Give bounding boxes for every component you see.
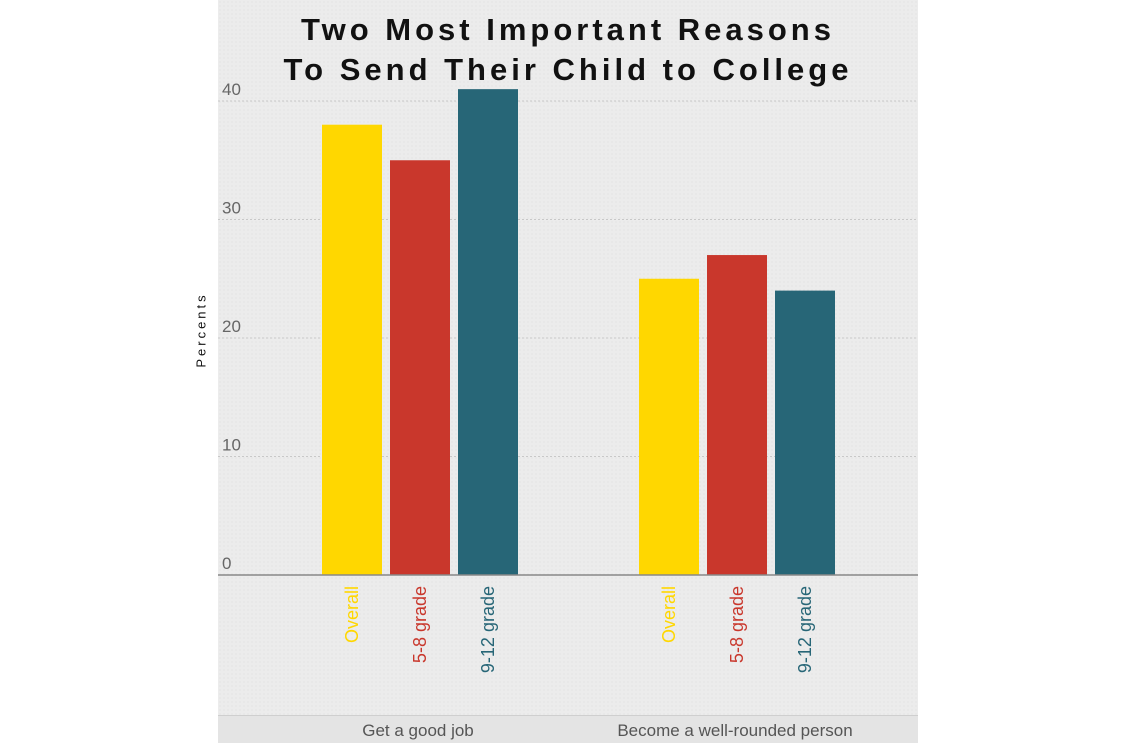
group-label-good-job: Get a good job	[362, 721, 474, 740]
y-tick-labels: 0 10 20 30 40	[222, 80, 241, 573]
chart-title-line-2: To Send Their Child to College	[283, 52, 853, 87]
bar-label: 9-12 grade	[478, 586, 498, 673]
bar-label: 9-12 grade	[795, 586, 815, 673]
bar-0-1	[390, 160, 450, 575]
bar-1-0	[639, 278, 699, 575]
bar-1-2	[775, 290, 835, 575]
bar-0-2	[458, 89, 518, 576]
bar-label: Overall	[659, 586, 679, 643]
group-label-well-rounded: Become a well-rounded person	[617, 721, 853, 740]
y-tick-label: 10	[222, 436, 241, 455]
bar-label: 5-8 grade	[410, 586, 430, 663]
bar-labels: Overall 5-8 grade 9-12 grade Overall 5-8 gra…	[342, 586, 815, 673]
bar-label: Overall	[342, 586, 362, 643]
y-tick-label: 0	[222, 554, 231, 573]
y-tick-label: 30	[222, 199, 241, 218]
bar-1-1	[707, 255, 767, 576]
category-footer: Get a good job Become a well-rounded per…	[218, 715, 918, 743]
chart-title-line-1: Two Most Important Reasons	[300, 12, 835, 47]
y-tick-label: 40	[222, 80, 241, 99]
bars	[322, 89, 835, 576]
bar-0-0	[322, 124, 382, 575]
chart-title: Two Most Important Reasons To Send Their…	[218, 10, 918, 90]
bar-label: 5-8 grade	[727, 586, 747, 663]
y-tick-label: 20	[222, 317, 241, 336]
